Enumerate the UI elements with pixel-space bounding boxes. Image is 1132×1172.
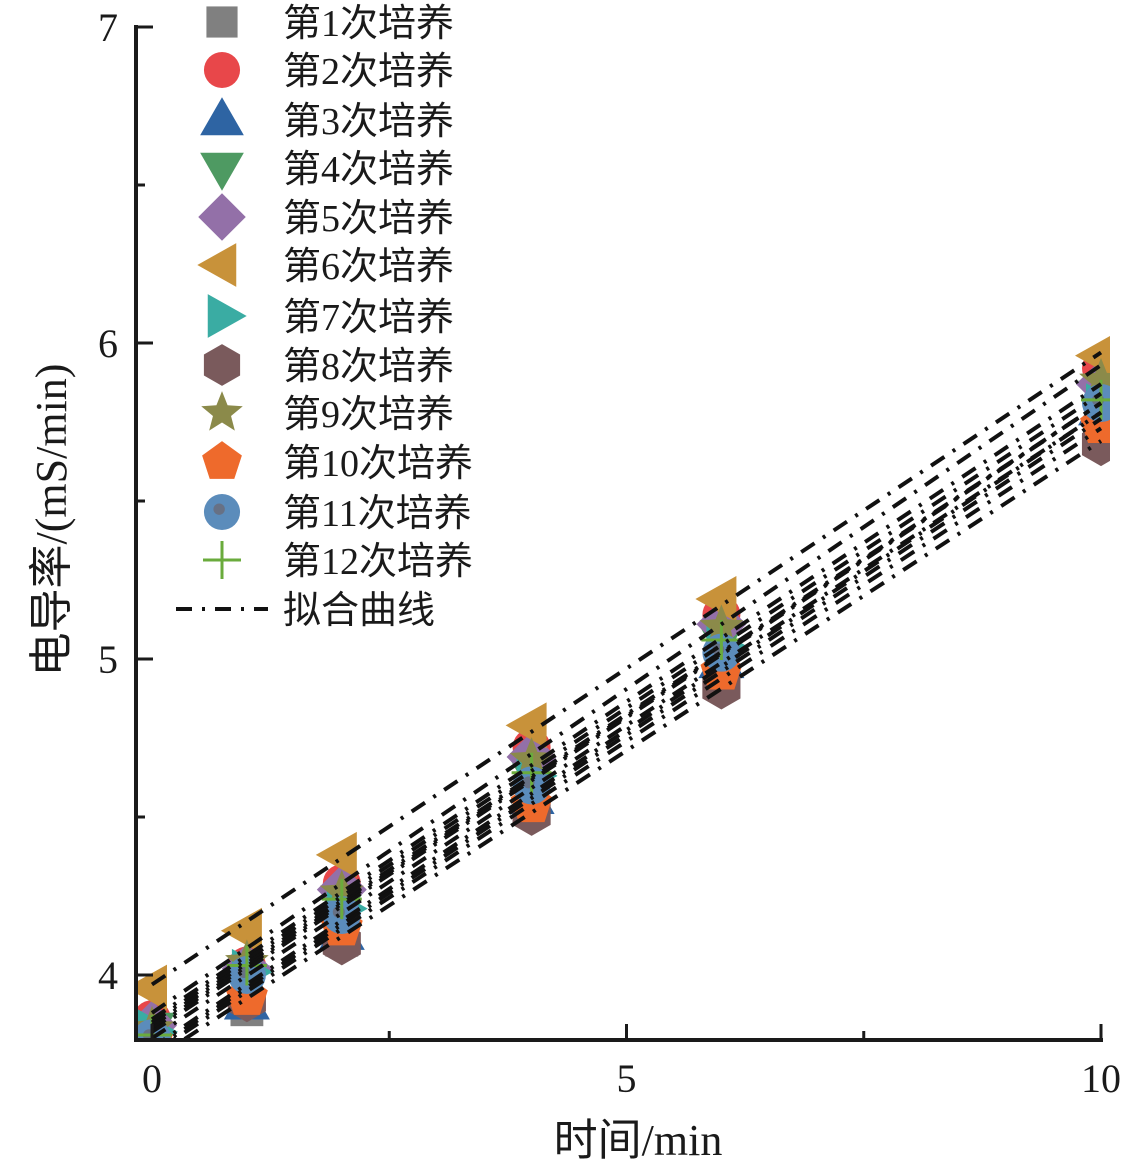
data-point [701, 620, 742, 661]
legend-marker-icon [206, 6, 238, 38]
x-tick-label: 10 [1081, 1056, 1121, 1101]
legend-label: 第9次培养 [283, 394, 454, 436]
data-point [695, 575, 737, 622]
fit-line [159, 410, 1103, 1040]
data-point [136, 964, 167, 1011]
fit-lines [150, 350, 1103, 1040]
legend-marker-icon [198, 193, 246, 241]
data-markers [136, 336, 1110, 1040]
fit-line [150, 350, 1103, 987]
axes [134, 25, 1103, 1042]
fit-line [150, 382, 1103, 1021]
legend-item: 第10次培养 [202, 441, 473, 485]
legend-label: 第8次培养 [283, 346, 454, 388]
legend-marker-icon [203, 493, 241, 531]
legend-marker-icon [203, 344, 241, 386]
legend-marker-icon [207, 294, 247, 338]
x-axis-title: 时间/min [554, 1116, 723, 1165]
y-axis-title: 电导率/(mS/min) [27, 364, 76, 677]
legend-item: 第12次培养 [203, 541, 473, 583]
legend-item: 第8次培养 [203, 344, 454, 388]
legend-marker-icon [203, 541, 241, 579]
y-tick-label: 5 [98, 637, 118, 682]
legend-label: 第11次培养 [283, 493, 472, 535]
legend-marker-icon [201, 391, 243, 431]
fit-line [164, 417, 1103, 1040]
fit-line [150, 401, 1103, 1034]
legend-item: 第5次培养 [198, 193, 454, 241]
fit-line [169, 426, 1103, 1040]
legend-item: 第1次培养 [206, 3, 454, 45]
legend-item: 第9次培养 [201, 391, 454, 436]
y-tick-label: 4 [98, 953, 118, 998]
legend-item: 第3次培养 [200, 97, 454, 143]
legend-marker-icon [200, 97, 244, 136]
fit-line [179, 439, 1103, 1040]
legend-label: 第6次培养 [283, 246, 454, 288]
legend-item: 第2次培养 [203, 51, 454, 93]
legend-item: 第4次培养 [200, 149, 454, 191]
legend-item: 第11次培养 [203, 493, 472, 535]
legend-label: 拟合曲线 [283, 590, 435, 632]
legend-label: 第7次培养 [283, 297, 454, 339]
legend-label: 第1次培养 [283, 3, 454, 45]
data-point [505, 702, 547, 749]
ticks: 0 5 10 4 5 6 7 [98, 5, 1121, 1101]
x-tick-label: 5 [617, 1056, 637, 1101]
legend-marker-icon [200, 152, 244, 191]
legend-label: 第5次培养 [283, 198, 454, 240]
legend-marker-icon [203, 51, 241, 89]
y-tick-label: 7 [98, 5, 118, 50]
legend-item: 第7次培养 [207, 294, 454, 339]
fit-line [150, 363, 1103, 1015]
y-tick-label: 6 [98, 321, 118, 366]
x-tick-label: 0 [142, 1056, 162, 1101]
legend-label: 第12次培养 [283, 541, 473, 583]
data-point [315, 831, 357, 878]
legend-item-fit: 拟合曲线 [176, 590, 435, 632]
legend-marker-icon [202, 441, 242, 479]
legend: 第1次培养第2次培养第3次培养第4次培养第5次培养第6次培养第7次培养第8次培养… [176, 3, 473, 632]
fit-line [150, 410, 1103, 1040]
legend-marker-icon [197, 243, 237, 287]
legend-label: 第4次培养 [283, 149, 454, 191]
legend-label: 第2次培养 [283, 51, 454, 93]
legend-label: 第10次培养 [283, 443, 473, 485]
legend-label: 第3次培养 [283, 101, 454, 143]
legend-item: 第6次培养 [197, 243, 454, 288]
fit-line [150, 391, 1103, 1025]
